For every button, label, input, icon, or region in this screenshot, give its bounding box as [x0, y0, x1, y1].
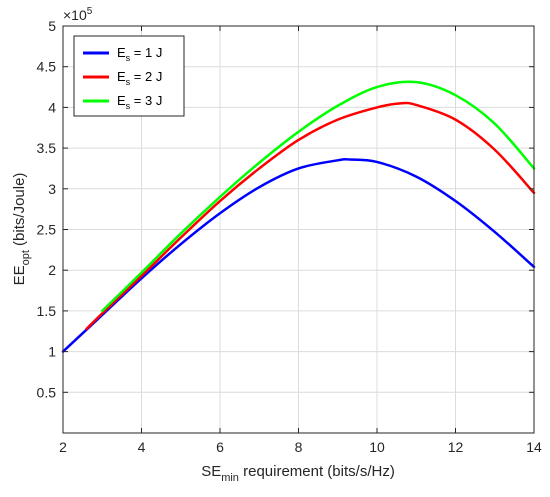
y-tick-label: 2.5	[37, 222, 57, 238]
x-tick-label: 14	[526, 439, 542, 455]
y-tick-label: 4.5	[37, 59, 57, 75]
series-line-2	[85, 101, 536, 331]
legend-entry-1: Es = 1 J	[117, 45, 162, 63]
series-layer	[61, 80, 536, 353]
y-axis-label-sub: opt	[20, 250, 32, 265]
y-tick-label: 1	[48, 344, 56, 360]
x-axis-label-sub: min	[221, 472, 239, 484]
y-tick-label: 1.5	[37, 303, 57, 319]
y-axis-label: EEopt (bits/Joule)	[11, 173, 32, 286]
x-tick-label: 4	[138, 439, 146, 455]
grid	[62, 25, 535, 433]
y-tick-label: 3.5	[37, 140, 57, 156]
series-line-1	[61, 157, 536, 353]
x-tick-label: 10	[369, 439, 385, 455]
y-tick-label: 3	[48, 181, 56, 197]
y-axis-label-main: EE	[11, 265, 28, 285]
y-tick-label: 0.5	[37, 384, 57, 400]
y-tick-label: 5	[48, 18, 56, 34]
x-axis-label-main: SE	[201, 463, 221, 480]
legend-entry-2: Es = 2 J	[117, 69, 162, 87]
legend-entry-3: Es = 3 J	[117, 93, 162, 111]
y-multiplier-base: ×10	[63, 7, 87, 23]
legend: Es = 1 J Es = 2 J Es = 3 J	[73, 35, 185, 117]
y-tick-label: 4	[48, 99, 56, 115]
y-axis-label-rest: (bits/Joule)	[11, 173, 28, 251]
x-axis-label: SEmin requirement (bits/s/Hz)	[201, 463, 395, 484]
x-axis-label-rest: requirement (bits/s/Hz)	[239, 463, 395, 480]
x-tick-label: 12	[448, 439, 464, 455]
x-tick-label: 2	[59, 439, 67, 455]
x-tick-label: 6	[216, 439, 224, 455]
x-tick-label: 8	[295, 439, 303, 455]
y-multiplier-exp: 5	[87, 6, 93, 17]
series-line-3	[101, 80, 536, 313]
y-tick-label: 2	[48, 262, 56, 278]
ticks: 2 4 6 8 10 12 14 0.5 1 1.5 2 2.5 3 3.5 4 4.5 5	[37, 18, 542, 455]
y-multiplier: ×105	[63, 6, 93, 23]
